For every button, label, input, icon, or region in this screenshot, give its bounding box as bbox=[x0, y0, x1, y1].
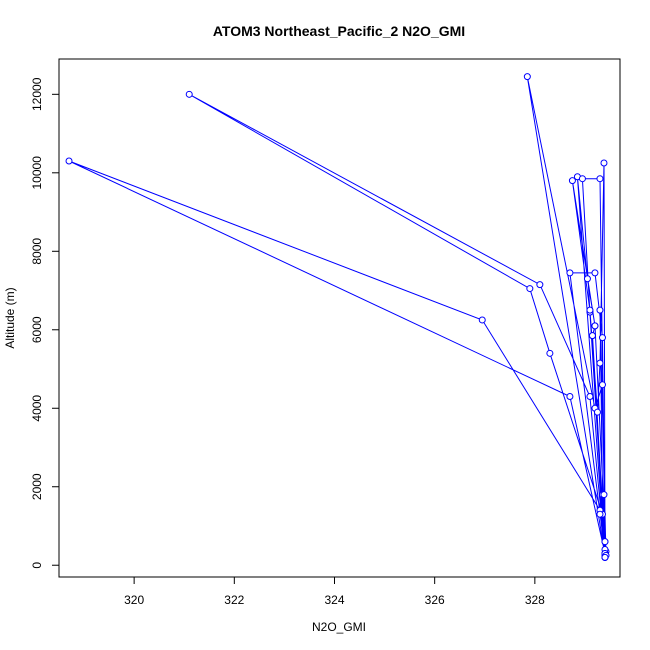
data-point bbox=[593, 408, 601, 416]
data-point bbox=[568, 177, 576, 185]
data-point bbox=[546, 349, 554, 357]
data-point bbox=[591, 322, 599, 330]
y-tick-label: 0 bbox=[30, 562, 44, 569]
data-point bbox=[598, 334, 606, 342]
x-tick-label: 324 bbox=[324, 593, 344, 607]
data-point bbox=[591, 269, 599, 277]
data-point bbox=[583, 275, 591, 283]
data-point bbox=[566, 392, 574, 400]
data-point bbox=[566, 269, 574, 277]
data-point bbox=[536, 281, 544, 289]
data-point bbox=[598, 381, 606, 389]
y-tick-label: 12000 bbox=[30, 77, 44, 111]
data-point bbox=[478, 316, 486, 324]
data-point bbox=[601, 538, 609, 546]
data-point bbox=[65, 157, 73, 165]
x-tick-label: 320 bbox=[124, 593, 144, 607]
data-point bbox=[596, 510, 604, 518]
x-tick-label: 326 bbox=[425, 593, 445, 607]
series-path bbox=[68, 76, 607, 560]
data-point bbox=[596, 175, 604, 183]
x-tick-label: 328 bbox=[525, 593, 545, 607]
data-point bbox=[586, 392, 594, 400]
data-point bbox=[578, 175, 586, 183]
data-point bbox=[601, 553, 609, 561]
x-axis: 320 322 324 326 328 bbox=[124, 576, 545, 607]
chart-title: ATOM3 Northeast_Pacific_2 N2O_GMI bbox=[213, 23, 465, 39]
y-tick-label: 8000 bbox=[30, 238, 44, 265]
series-points bbox=[65, 73, 610, 561]
y-tick-label: 2000 bbox=[30, 473, 44, 500]
y-axis-label: Altitude (m) bbox=[3, 287, 17, 348]
data-point bbox=[586, 306, 594, 314]
series-line bbox=[68, 76, 607, 560]
data-point bbox=[185, 90, 193, 98]
data-point bbox=[600, 491, 608, 499]
data-point bbox=[600, 159, 608, 167]
data-point bbox=[596, 359, 604, 367]
y-tick-label: 6000 bbox=[30, 316, 44, 343]
x-axis-label: N2O_GMI bbox=[312, 620, 366, 634]
data-point bbox=[526, 285, 534, 293]
x-tick-label: 322 bbox=[224, 593, 244, 607]
data-point bbox=[588, 332, 596, 340]
data-point bbox=[523, 73, 531, 81]
data-point bbox=[596, 306, 604, 314]
y-tick-label: 4000 bbox=[30, 395, 44, 422]
plot-frame bbox=[58, 58, 621, 578]
y-axis: 0 2000 4000 6000 8000 10000 12000 bbox=[30, 77, 60, 569]
y-tick-label: 10000 bbox=[30, 156, 44, 190]
